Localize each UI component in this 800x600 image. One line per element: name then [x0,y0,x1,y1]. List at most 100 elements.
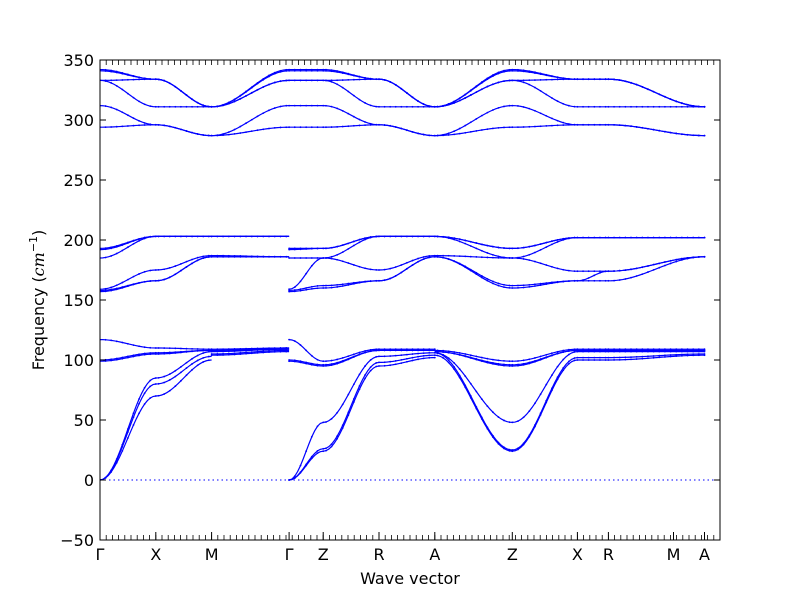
band-point [256,81,259,84]
band-point [210,254,213,257]
band-point [475,271,478,274]
band-point [480,256,483,259]
band-point [191,262,193,265]
band-point [539,79,542,81]
band-point [364,350,366,352]
band-point [551,354,553,357]
band-point [163,235,166,238]
band-point [453,362,456,364]
band-point [288,247,290,250]
band-point [347,242,350,245]
band-point [383,348,386,351]
band-point [613,359,615,361]
band-point [680,348,683,351]
band-point [299,104,302,107]
band-point [250,130,253,133]
band-point [400,105,403,108]
band-point [154,235,157,238]
band-point [185,235,188,238]
band-point [336,358,339,361]
x-tick-label: M [667,545,681,564]
band-point [522,69,525,72]
band-point [475,405,478,408]
band-point [121,443,124,446]
band-point [503,363,505,366]
band-point [288,257,290,259]
band-point [587,123,590,126]
band-point [121,111,124,114]
band-point [675,105,678,108]
band-point [686,348,689,351]
band-point [310,354,313,357]
band-point [539,72,542,75]
band-point [273,81,276,84]
band-point [492,434,494,437]
band-point [400,127,403,130]
band-point [364,351,366,354]
band-point [582,105,584,108]
band-point [469,121,472,124]
band-point [180,89,182,92]
band-point [464,93,467,96]
band-point [442,254,444,257]
band-point [310,247,313,250]
band-point [635,267,638,270]
band-point [503,283,505,286]
band-point [325,421,327,423]
band-point [458,240,461,243]
band-point [336,411,339,414]
band-point [697,353,700,355]
band-point [262,347,265,350]
band-point [239,235,242,238]
band-point [573,351,576,353]
band-point [143,403,146,405]
band-point [534,360,536,362]
band-point [436,352,439,354]
band-point [675,236,678,239]
band-point [562,369,565,372]
band-point [568,237,570,239]
band-point [239,255,242,257]
y-tick-label: 200 [63,231,94,250]
band-point [604,123,607,126]
band-point [174,375,177,378]
band-point [104,289,107,292]
band-point [680,102,683,105]
band-point [227,101,230,104]
band-point [475,247,478,250]
band-point [250,86,253,89]
band-point [486,252,489,254]
band-point [336,70,339,72]
band-point [551,374,553,377]
band-point [573,357,576,359]
band-point [250,118,253,121]
band-point [180,235,182,238]
band-point [618,236,621,239]
band-point [641,126,644,129]
band-point [364,102,366,104]
band-point [330,105,333,108]
band-point [389,235,392,238]
band-point [436,354,439,357]
band-point [299,289,302,292]
band-point [115,287,118,290]
band-point [545,264,548,266]
band-point [316,126,319,129]
band-point [545,78,548,81]
band-point [227,131,230,133]
band-point [196,359,199,362]
band-point [497,255,500,258]
band-point [703,353,706,355]
band-point [293,289,296,291]
band-point [522,81,525,84]
band-point [375,355,378,358]
band-point [191,105,193,108]
band-point [522,442,525,445]
band-point [576,78,579,81]
band-point [216,134,219,137]
band-point [453,351,456,353]
band-point [453,133,456,136]
band-point [110,82,113,84]
band-point [293,286,296,289]
band-point [245,347,247,350]
